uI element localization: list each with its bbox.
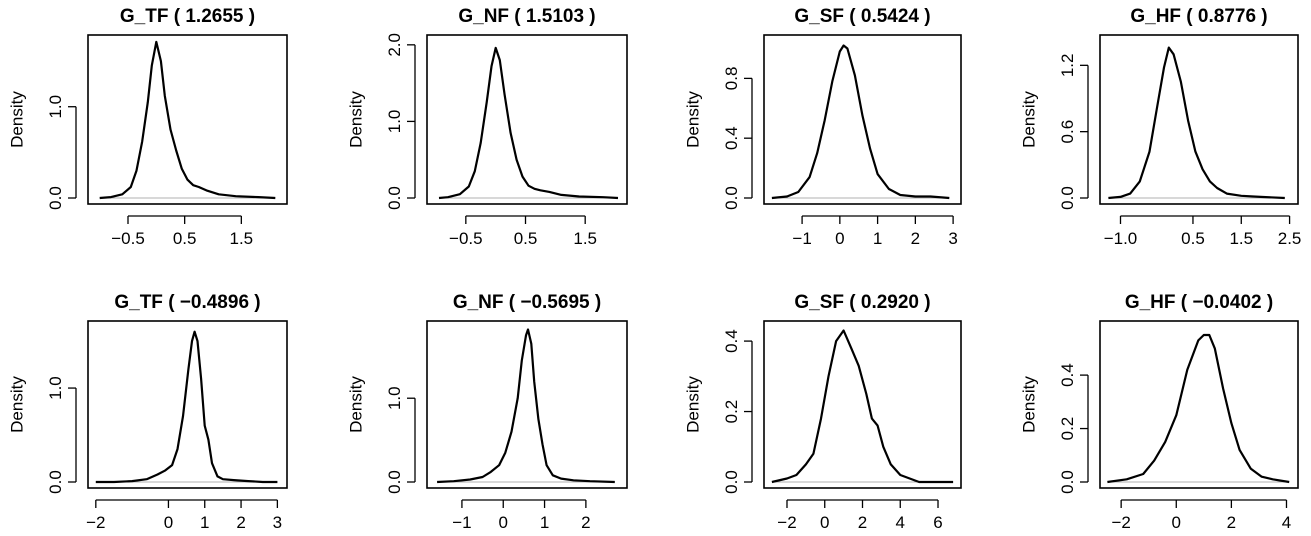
- density-panel-4: G_HF ( 0.8776 ) Density 0.0 0.6 1.2 −1.0 0.5 1.…: [1019, 6, 1301, 248]
- panel-title: G_SF ( 0.5424 ): [794, 6, 930, 27]
- panel-title: G_TF ( 1.2655 ): [120, 6, 255, 27]
- x-tick-label: 2: [1227, 513, 1236, 532]
- x-tick-label: 3: [273, 513, 282, 532]
- y-tick-label: 0.4: [722, 329, 741, 353]
- panel-title: G_TF ( −0.4896 ): [114, 292, 260, 313]
- plot-frame: [426, 34, 628, 205]
- x-tick-label: −1.0: [1104, 229, 1138, 248]
- y-tick-label: 1.0: [385, 110, 404, 134]
- y-tick-label: 2.0: [385, 33, 404, 57]
- y-axis-label: Density: [1019, 376, 1038, 433]
- panel-title: G_HF ( −0.0402 ): [1125, 292, 1273, 313]
- x-tick-label: 4: [1282, 513, 1291, 532]
- x-tick-label: 0: [1172, 513, 1181, 532]
- y-axis-label: Density: [7, 376, 26, 433]
- plot-frame: [426, 320, 628, 489]
- y-tick-label: 0.2: [1058, 417, 1077, 441]
- y-tick-label: 1.0: [385, 386, 404, 410]
- x-tick-label: 1: [873, 229, 882, 248]
- density-curve-1: [438, 46, 619, 200]
- density-curve-1: [95, 330, 278, 484]
- panel-title: G_HF ( 0.8776 ): [1130, 6, 1267, 27]
- density-curve-1: [1108, 46, 1285, 200]
- panel-title: G_NF ( 1.5103 ): [458, 6, 595, 27]
- density-curve-1: [1107, 333, 1290, 484]
- plot-frame: [1099, 320, 1299, 489]
- y-tick-label: 0.8: [722, 67, 741, 91]
- x-tick-label: 2: [911, 229, 920, 248]
- y-axis-label: Density: [683, 91, 702, 148]
- x-tick-label: 6: [933, 513, 942, 532]
- plot-frame: [87, 34, 288, 205]
- y-tick-label: 0.6: [1058, 120, 1077, 144]
- density-curve-1: [771, 44, 950, 200]
- density-panel-5: G_TF ( −0.4896 ) Density 0.0 1.0 −2 0 1 2 3: [7, 292, 288, 532]
- density-curve-1: [99, 40, 276, 200]
- x-tick-label: 2: [858, 513, 867, 532]
- x-tick-label: 2.5: [1278, 229, 1302, 248]
- plot-frame: [763, 320, 962, 489]
- y-axis-label: Density: [683, 376, 702, 433]
- x-tick-label: 2: [581, 513, 590, 532]
- y-tick-label: 0.0: [46, 470, 65, 494]
- y-tick-label: 0.0: [46, 186, 65, 210]
- plot-frame: [1099, 34, 1299, 205]
- density-curve-1: [437, 328, 615, 484]
- density-curve-1: [771, 329, 954, 484]
- x-tick-label: 0.5: [514, 229, 538, 248]
- x-tick-label: 0.5: [1181, 229, 1205, 248]
- x-tick-label: 1.5: [1229, 229, 1253, 248]
- y-tick-label: 0.0: [385, 470, 404, 494]
- x-tick-label: −1: [792, 229, 811, 248]
- y-tick-label: 0.4: [722, 126, 741, 150]
- x-tick-label: −1: [452, 513, 471, 532]
- plot-frame: [763, 34, 962, 205]
- x-tick-label: −0.5: [111, 229, 145, 248]
- y-axis-label: Density: [346, 376, 365, 433]
- density-panel-6: G_NF ( −0.5695 ) Density 0.0 1.0 −1 0 1 2: [346, 292, 628, 532]
- y-tick-label: 1.0: [46, 95, 65, 119]
- x-tick-label: 0: [499, 513, 508, 532]
- y-tick-label: 1.0: [46, 376, 65, 400]
- x-tick-label: 1: [540, 513, 549, 532]
- y-tick-label: 0.0: [722, 470, 741, 494]
- y-axis-label: Density: [346, 91, 365, 148]
- x-tick-label: −2: [86, 513, 105, 532]
- x-tick-label: 0: [820, 513, 829, 532]
- y-tick-label: 0.4: [1058, 363, 1077, 387]
- x-tick-label: 0: [835, 229, 844, 248]
- x-tick-label: −0.5: [449, 229, 483, 248]
- x-tick-label: 3: [948, 229, 957, 248]
- density-panel-3: G_SF ( 0.5424 ) Density 0.0 0.4 0.8 −1 0 1 2 3: [683, 6, 962, 248]
- x-tick-label: 1.5: [573, 229, 597, 248]
- plot-frame: [87, 320, 288, 489]
- x-tick-label: 0: [164, 513, 173, 532]
- y-tick-label: 0.0: [1058, 186, 1077, 210]
- x-tick-label: 2: [236, 513, 245, 532]
- y-tick-label: 0.0: [385, 186, 404, 210]
- y-tick-label: 0.0: [1058, 470, 1077, 494]
- y-tick-label: 0.2: [722, 400, 741, 424]
- x-tick-label: 4: [896, 513, 905, 532]
- x-tick-label: −2: [777, 513, 796, 532]
- x-tick-label: 1: [200, 513, 209, 532]
- panel-title: G_SF ( 0.2920 ): [794, 292, 930, 313]
- density-panel-2: G_NF ( 1.5103 ) Density 0.0 1.0 2.0 −0.5 0.5 1.…: [346, 6, 628, 248]
- x-tick-label: −2: [1111, 513, 1130, 532]
- y-axis-label: Density: [1019, 91, 1038, 148]
- density-panel-8: G_HF ( −0.0402 ) Density 0.0 0.2 0.4 −2 0 2 4: [1019, 292, 1299, 532]
- y-axis-label: Density: [7, 91, 26, 148]
- panel-title: G_NF ( −0.5695 ): [453, 292, 601, 313]
- x-tick-label: 0.5: [173, 229, 197, 248]
- x-tick-label: 1.5: [230, 229, 254, 248]
- y-tick-label: 1.2: [1058, 54, 1077, 78]
- density-panel-1: G_TF ( 1.2655 ) Density 0.0 1.0 −0.5 0.5 1.5: [7, 6, 288, 248]
- y-tick-label: 0.0: [722, 186, 741, 210]
- density-panel-7: G_SF ( 0.2920 ) Density 0.0 0.2 0.4 −2 0 2 4 6: [683, 292, 962, 532]
